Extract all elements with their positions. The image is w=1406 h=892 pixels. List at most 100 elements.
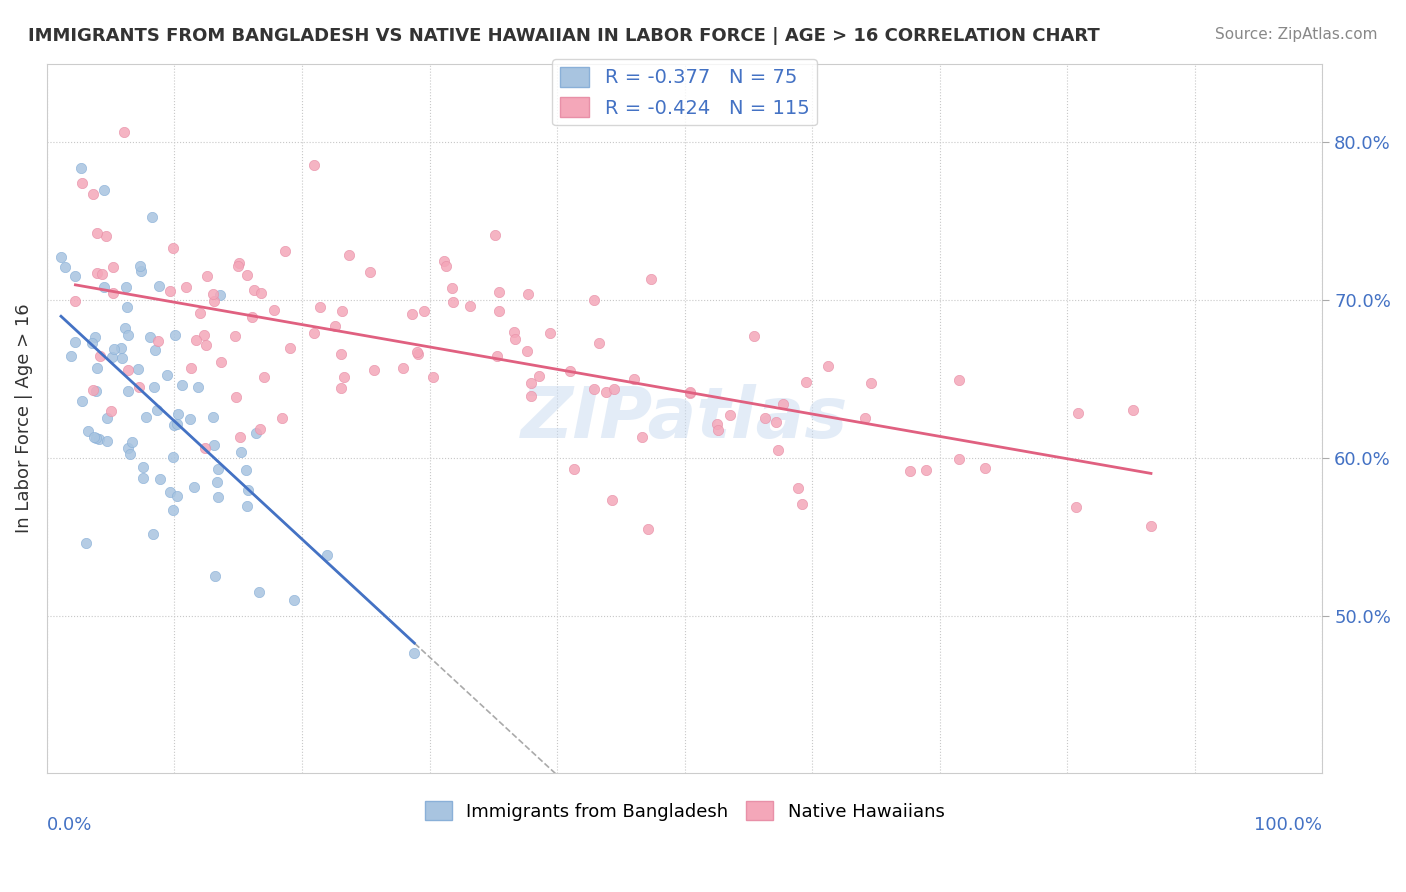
Point (172, 377, 194, 392)
Point (205, 475, 228, 489)
Point (93, 280, 115, 294)
Point (100, 404, 122, 418)
Point (330, 381, 353, 395)
Point (111, 351, 134, 365)
Point (859, 376, 882, 390)
Point (159, 485, 181, 500)
Point (505, 331, 527, 345)
Point (718, 409, 741, 423)
Point (187, 380, 209, 394)
Point (86, 226, 108, 240)
Point (441, 295, 464, 310)
Point (226, 259, 249, 273)
Text: 0.0%: 0.0% (46, 816, 93, 834)
Point (174, 280, 197, 294)
Point (162, 503, 184, 517)
Point (53, 260, 76, 274)
Text: 100.0%: 100.0% (1254, 816, 1322, 834)
Point (188, 306, 211, 320)
Y-axis label: In Labor Force | Age > 16: In Labor Force | Age > 16 (15, 303, 32, 533)
Point (129, 264, 152, 278)
Point (141, 211, 163, 225)
Point (679, 385, 702, 400)
Point (412, 304, 434, 318)
Point (516, 344, 538, 359)
Point (146, 403, 169, 417)
Point (183, 480, 205, 494)
Point (86, 431, 108, 445)
Point (433, 254, 456, 268)
Point (121, 435, 143, 450)
Point (772, 397, 794, 411)
Point (156, 368, 179, 383)
Point (278, 341, 301, 355)
Point (166, 417, 188, 431)
Point (87, 432, 110, 446)
Point (101, 286, 124, 301)
Point (201, 410, 224, 425)
Point (228, 256, 250, 270)
Point (527, 369, 550, 384)
Point (766, 442, 789, 457)
Point (637, 522, 659, 536)
Point (179, 412, 201, 426)
Point (225, 390, 247, 404)
Point (330, 303, 353, 318)
Point (519, 376, 541, 390)
Point (1140, 518, 1163, 533)
Point (112, 125, 135, 139)
Point (786, 481, 808, 495)
Point (70, 161, 93, 175)
Point (146, 334, 169, 348)
Point (202, 437, 225, 451)
Point (488, 285, 510, 299)
Point (406, 345, 429, 359)
Point (236, 499, 259, 513)
Point (163, 418, 186, 433)
Point (162, 241, 184, 255)
Point (235, 463, 257, 477)
Point (149, 472, 172, 486)
Point (114, 321, 136, 335)
Point (103, 342, 125, 356)
Point (128, 380, 150, 394)
Point (308, 300, 330, 314)
Point (520, 389, 543, 403)
Point (302, 326, 325, 340)
Point (184, 333, 207, 347)
Point (93, 183, 115, 197)
Point (603, 382, 626, 396)
Point (117, 441, 139, 455)
Point (204, 569, 226, 583)
Point (1064, 500, 1087, 514)
Point (817, 359, 839, 374)
Point (117, 300, 139, 314)
Point (96, 410, 118, 425)
Point (201, 286, 224, 301)
Point (1122, 403, 1144, 417)
Point (86, 266, 108, 280)
Point (138, 330, 160, 344)
Point (623, 372, 645, 386)
Point (114, 280, 136, 294)
Point (100, 350, 122, 364)
Point (332, 370, 354, 384)
Point (163, 327, 186, 342)
Point (131, 471, 153, 485)
Point (127, 362, 149, 376)
Point (194, 441, 217, 455)
Point (180, 360, 202, 375)
Point (337, 247, 360, 261)
Point (117, 328, 139, 343)
Point (538, 326, 561, 340)
Point (70, 176, 93, 190)
Legend: R = -0.377   N = 75, R = -0.424   N = 115: R = -0.377 N = 75, R = -0.424 N = 115 (553, 59, 817, 126)
Point (236, 483, 259, 497)
Point (80, 336, 103, 351)
Point (89, 349, 111, 363)
Point (117, 384, 139, 398)
Point (914, 463, 936, 477)
Point (75, 536, 97, 550)
Point (588, 336, 610, 351)
Point (249, 422, 271, 436)
